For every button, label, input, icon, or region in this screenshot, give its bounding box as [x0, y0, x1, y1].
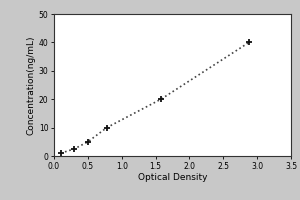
Y-axis label: Concentration(ng/mL): Concentration(ng/mL)	[27, 35, 36, 135]
X-axis label: Optical Density: Optical Density	[138, 173, 207, 182]
